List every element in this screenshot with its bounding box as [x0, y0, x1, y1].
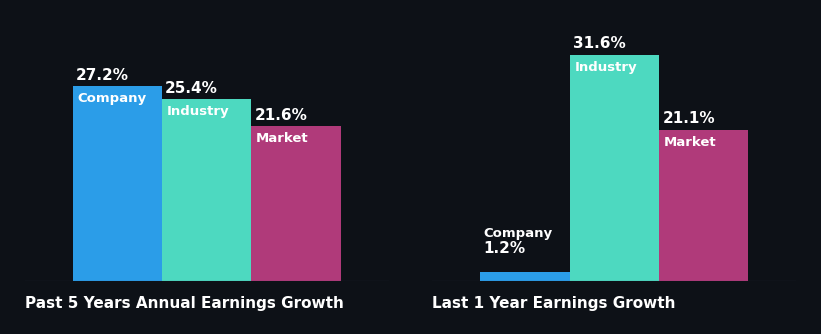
Text: 31.6%: 31.6% [573, 36, 626, 51]
Bar [162, 99, 251, 281]
Text: Company: Company [484, 227, 553, 240]
Bar [570, 55, 659, 281]
Text: 27.2%: 27.2% [76, 68, 129, 83]
Text: 21.1%: 21.1% [663, 111, 715, 126]
Text: Company: Company [77, 92, 146, 105]
Bar [251, 126, 341, 281]
Text: 25.4%: 25.4% [165, 80, 218, 96]
Text: Industry: Industry [167, 105, 229, 118]
Text: Past 5 Years Annual Earnings Growth: Past 5 Years Annual Earnings Growth [25, 296, 343, 311]
Text: Market: Market [664, 136, 717, 149]
Text: Last 1 Year Earnings Growth: Last 1 Year Earnings Growth [433, 296, 676, 311]
Text: Industry: Industry [575, 60, 637, 73]
Bar [659, 130, 749, 281]
Text: 1.2%: 1.2% [484, 241, 525, 256]
Bar [72, 86, 162, 281]
Text: 21.6%: 21.6% [255, 108, 307, 123]
Text: Market: Market [256, 132, 309, 145]
Bar [480, 272, 570, 281]
